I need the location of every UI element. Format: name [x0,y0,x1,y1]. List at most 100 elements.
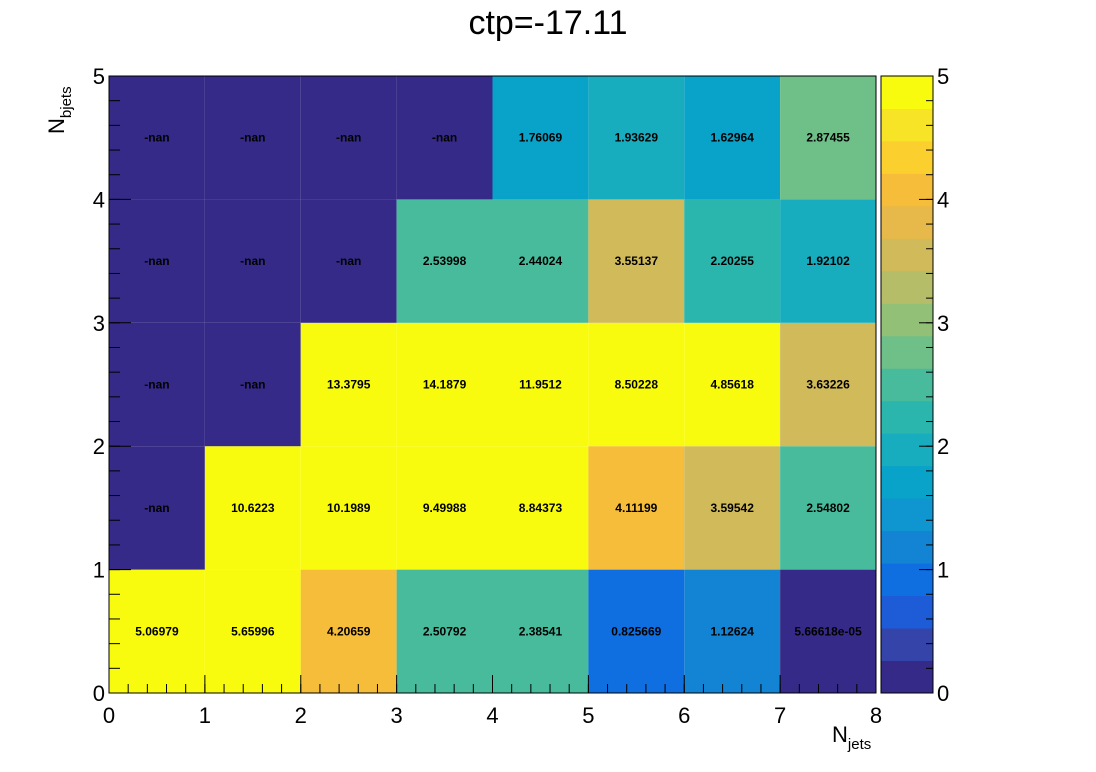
z-tick-label: 5 [937,64,949,89]
y-axis-title-main: N [44,118,69,134]
y-tick-label: 2 [93,434,105,459]
x-tick-label: 3 [391,703,403,728]
z-tick-label: 0 [937,681,949,706]
color-bar-segment [881,433,933,467]
heatmap-cell [109,446,205,570]
color-bar [880,75,934,694]
color-bar-segment [881,173,933,207]
cell-value-label: -nan [144,378,169,392]
heatmap-cell [684,322,781,447]
color-bar-segment [881,595,933,629]
cell-value-label: 13.3795 [327,378,371,392]
cell-value-label: -nan [144,501,169,515]
x-tick-label: 2 [295,703,307,728]
cell-value-label: -nan [144,131,169,145]
cell-value-label: 2.50792 [423,624,467,638]
y-tick-label: 4 [93,187,105,212]
heatmap-cell-labels: 5.06979 5.65996 4.20659 2.50792 2.38541 0.825… [135,131,862,639]
x-tick-label: 4 [486,703,498,728]
color-bar-axis: 0 1 2 3 4 5 [919,64,949,706]
cell-value-label: 1.92102 [806,254,850,268]
x-tick-label: 5 [582,703,594,728]
x-tick-label: 1 [199,703,211,728]
heatmap-cell [300,199,397,323]
chart-title: ctp=-17.11 [468,4,628,42]
heatmap-cell [492,446,589,570]
y-tick-label: 0 [93,681,105,706]
color-bar-segment [881,563,933,597]
x-axis-title-sub: jets [847,736,871,753]
x-tick-label: 7 [774,703,786,728]
cell-value-label: 4.85618 [710,378,754,392]
heatmap-cell [492,199,589,323]
z-tick-label: 3 [937,311,949,336]
heatmap-cell [396,446,493,570]
cell-value-label: 10.1989 [327,501,371,515]
cell-value-label: 5.06979 [135,624,179,638]
heatmap-cell [300,446,397,570]
y-axis: 0 1 2 3 4 5 [93,64,131,706]
cell-value-label: 8.84373 [519,501,563,515]
color-bar-segment [881,270,933,304]
heatmap-cell [204,322,301,447]
cell-value-label: 3.63226 [806,378,850,392]
heatmap-cell [396,76,493,200]
cell-value-label: -nan [144,254,169,268]
z-tick-label: 1 [937,558,949,583]
cell-value-label: 4.11199 [615,501,657,515]
cell-value-label: 1.93629 [615,131,659,145]
cell-value-label: 1.12624 [710,624,754,638]
heatmap-cell [684,199,781,323]
cell-value-label: 2.53998 [423,254,467,268]
cell-value-label: 14.1879 [423,378,467,392]
cell-value-label: 5.66618e-05 [794,624,862,638]
heatmap-cell [780,76,876,200]
heatmap-cell [204,446,301,570]
heatmap-cell [109,199,205,323]
y-axis-title: Nbjets [44,86,75,134]
heatmap-cell [588,199,685,323]
heatmap-cell [780,446,876,570]
color-bar-segment [881,465,933,499]
cell-value-label: 2.38541 [519,624,563,638]
color-bar-segment [881,400,933,434]
cell-value-label: 4.20659 [327,624,371,638]
heatmap-cell [300,76,397,200]
heatmap-cell [780,569,876,693]
cell-value-label: 1.62964 [710,131,754,145]
color-bar-segment [881,628,933,662]
heatmap-cell [588,446,685,570]
heatmap-cell [588,569,685,693]
z-tick-label: 2 [937,434,949,459]
heatmap-cell [684,446,781,570]
color-bar-segment [881,140,933,174]
heatmap-cell [204,569,301,693]
heatmap-cell [204,199,301,323]
x-axis-title-main: N [832,722,848,747]
heatmap-cell [780,322,876,447]
color-bar-segment [881,108,933,142]
cell-value-label: -nan [336,254,361,268]
y-axis-title-sub: bjets [58,86,75,118]
cell-value-label: -nan [240,378,265,392]
heatmap-cell [492,322,589,447]
cell-value-label: 2.87455 [806,131,850,145]
color-bar-segment [881,205,933,239]
cell-value-label: 2.54802 [806,501,850,515]
cell-value-label: 9.49988 [423,501,467,515]
cell-value-label: -nan [240,254,265,268]
heatmap-cell [300,569,397,693]
color-bar-segment [881,303,933,337]
heatmap-cell [588,76,685,200]
cell-value-label: 5.65996 [231,624,275,638]
x-axis: 0 1 2 3 4 5 6 7 8 [103,675,882,728]
color-bar-frame [880,75,934,694]
heatmap-cells [109,76,876,693]
heatmap-cell [492,76,589,200]
heatmap-cell [300,322,397,447]
cell-value-label: 8.50228 [615,378,659,392]
color-bar-segment [881,660,933,694]
color-bar-segment [881,530,933,564]
cell-value-label: -nan [336,131,361,145]
